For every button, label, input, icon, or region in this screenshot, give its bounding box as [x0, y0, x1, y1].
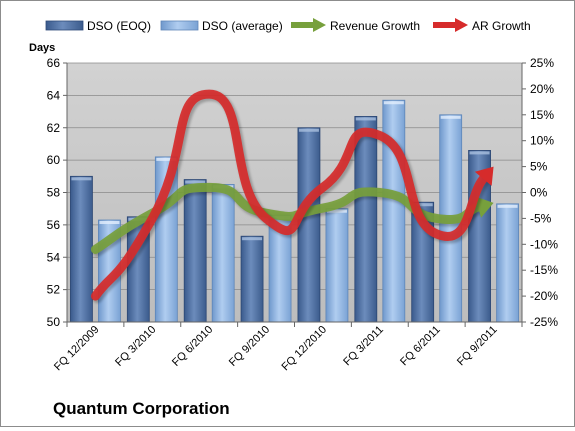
y-right-tick-label: 20%	[530, 82, 554, 96]
bar-cap-dso-eoq	[185, 180, 206, 184]
y-left-tick-label: 56	[47, 218, 61, 232]
x-tick-label: FQ 9/2011	[455, 324, 500, 369]
growth-lines	[90, 89, 494, 304]
bar-cap-dso-eoq	[412, 203, 433, 207]
y-left-tick-label: 64	[47, 88, 61, 102]
y-left-tick-label: 66	[47, 56, 61, 70]
y-right-tick-label: 15%	[530, 108, 554, 122]
legend-item-ar-growth: AR Growth	[433, 18, 531, 33]
y-left-title: Days	[29, 42, 55, 54]
y-right-tick-label: 10%	[530, 134, 554, 148]
arrowhead-ar-growth	[474, 166, 494, 186]
bar-cap-dso-average	[99, 221, 120, 225]
legend-item-dso-eoq: DSO (EOQ)	[45, 19, 151, 33]
legend-label-ar-growth: AR Growth	[472, 19, 531, 33]
bar-cap-dso-eoq	[298, 128, 319, 132]
bar-cap-dso-eoq	[469, 151, 490, 155]
y-right-tick-label: -15%	[530, 263, 558, 277]
legend-arrow-revenue-growth	[313, 18, 326, 32]
bar-dso-eoq	[183, 179, 207, 323]
bar-dso-average	[382, 99, 406, 323]
x-tick-label: FQ 9/2010	[227, 324, 272, 369]
y-right-tick-label: -10%	[530, 237, 558, 251]
y-left-tick-label: 50	[47, 315, 61, 329]
y-left-tick-label: 62	[47, 121, 61, 135]
bars	[70, 99, 519, 323]
bar-cap-dso-average	[497, 204, 518, 208]
bar-dso-eoq	[70, 175, 93, 323]
bar-dso-eoq	[240, 235, 264, 323]
bar-dso-average	[496, 203, 519, 323]
x-tick-label: FQ 3/2011	[341, 324, 386, 369]
legend-label-dso-eoq: DSO (EOQ)	[87, 19, 151, 33]
y-left-tick-label: 52	[47, 283, 61, 297]
bar-dso-average	[211, 184, 235, 323]
legend: DSO (EOQ) DSO (average) Revenue Growth A…	[45, 18, 531, 33]
legend-label-dso-average: DSO (average)	[202, 19, 283, 33]
bar-cap-dso-average	[383, 101, 404, 105]
y-right-tick-label: -5%	[530, 211, 552, 225]
bar-cap-dso-eoq	[71, 177, 92, 181]
legend-arrow-ar-growth	[455, 18, 468, 32]
legend-swatch-dso-eoq	[45, 20, 84, 31]
bar-dso-average	[325, 208, 349, 323]
x-tick-label: FQ 3/2010	[113, 324, 158, 369]
legend-swatch-dso-average	[160, 20, 199, 31]
legend-item-revenue-growth: Revenue Growth	[291, 18, 420, 33]
y-left-tick-label: 60	[47, 153, 61, 167]
x-tick-label: FQ 12/2010	[279, 324, 329, 374]
bar-cap-dso-average	[440, 115, 461, 119]
y-left-tick-label: 58	[47, 186, 61, 200]
x-tick-label: FQ 12/2009	[52, 324, 102, 374]
y-right-tick-label: 25%	[530, 56, 554, 70]
legend-item-dso-average: DSO (average)	[160, 19, 283, 33]
company-name: Quantum Corporation	[53, 399, 230, 418]
x-tick-label: FQ 6/2010	[170, 324, 215, 369]
bar-cap-dso-eoq	[355, 117, 376, 121]
y-right-tick-label: -20%	[530, 289, 558, 303]
y-right-tick-label: 0%	[530, 186, 548, 200]
y-right-tick-label: 5%	[530, 160, 548, 174]
line-ar-growth	[90, 89, 488, 301]
bar-cap-dso-eoq	[242, 237, 263, 241]
legend-label-revenue-growth: Revenue Growth	[330, 19, 420, 33]
y-right-tick-label: -25%	[530, 315, 558, 329]
y-left-tick-label: 54	[47, 250, 61, 264]
x-tick-label: FQ 6/2011	[398, 324, 443, 369]
bar-cap-dso-average	[156, 157, 177, 161]
